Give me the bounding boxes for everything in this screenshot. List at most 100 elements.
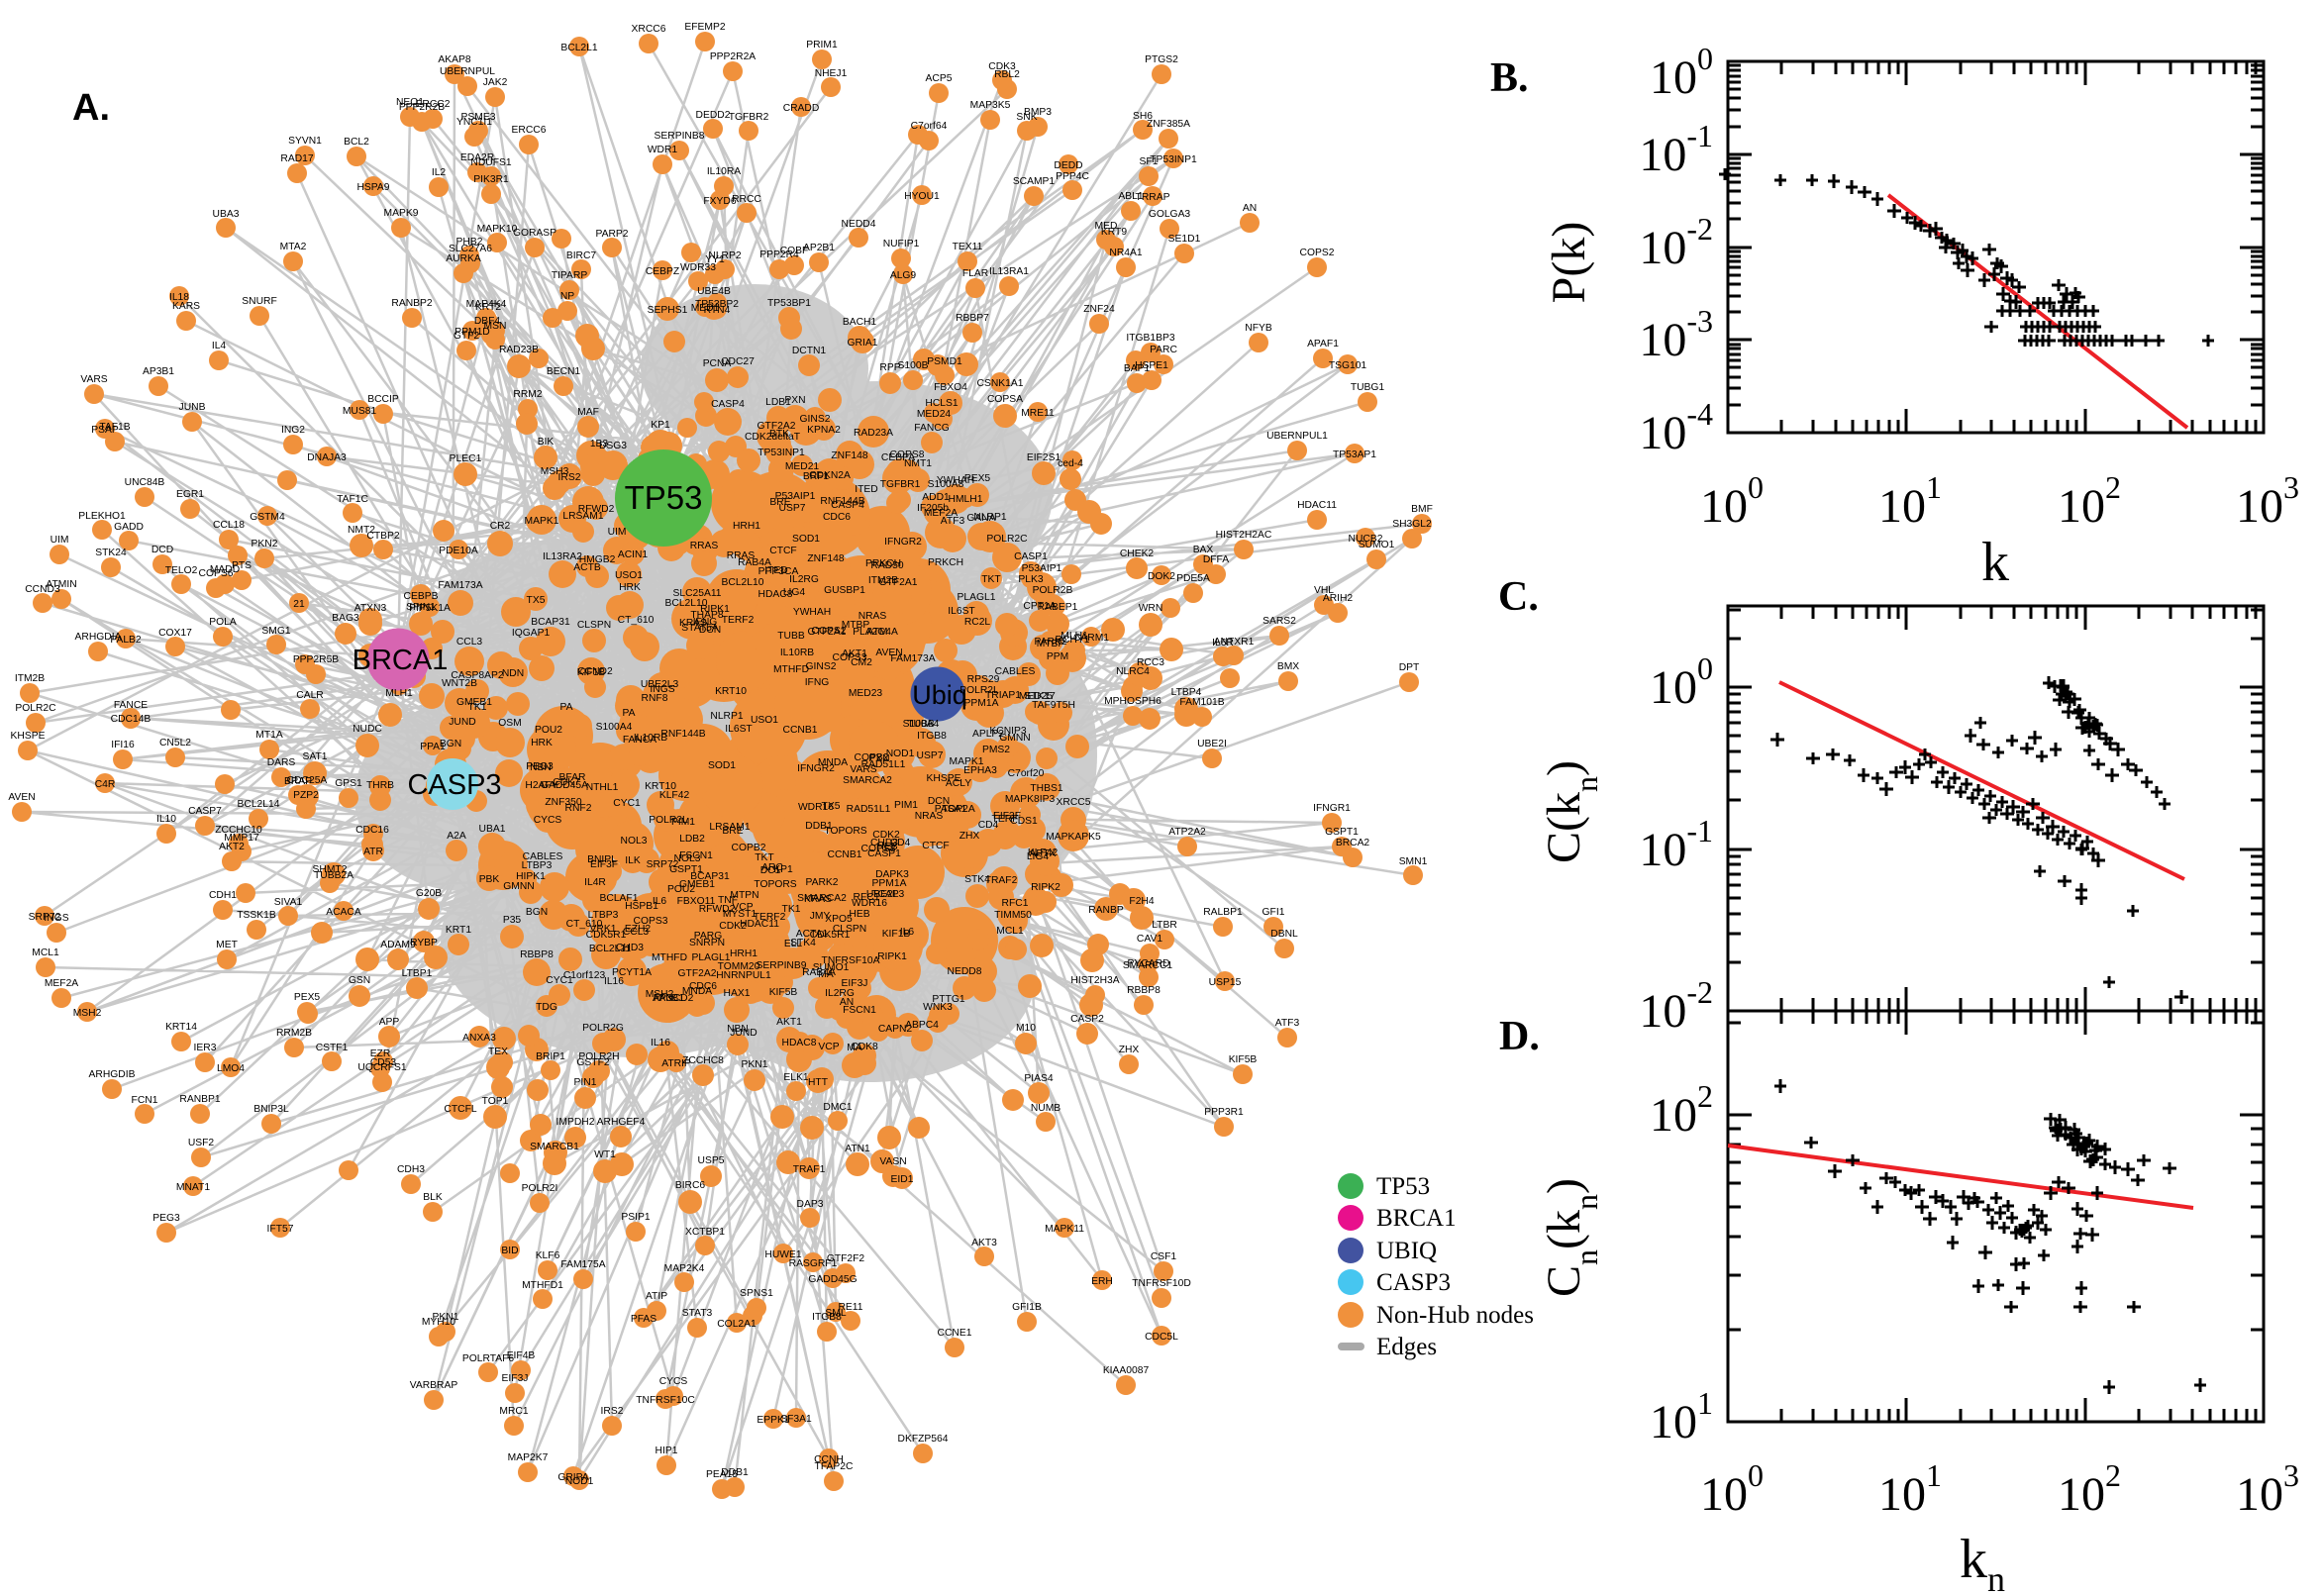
svg-text:EIF4B: EIF4B <box>507 1350 536 1361</box>
svg-text:AURKA: AURKA <box>446 253 481 264</box>
svg-text:PTTG1: PTTG1 <box>932 994 964 1005</box>
svg-text:RBBP8: RBBP8 <box>520 949 554 960</box>
svg-text:D.: D. <box>1499 1014 1540 1059</box>
svg-text:MYST1: MYST1 <box>723 909 758 920</box>
svg-text:BAX: BAX <box>1193 545 1214 555</box>
svg-text:INGS: INGS <box>44 913 68 924</box>
svg-text:TAF1B: TAF1B <box>99 422 130 433</box>
svg-text:CDK3: CDK3 <box>988 61 1016 72</box>
svg-text:BRAP: BRAP <box>284 776 312 787</box>
svg-text:GSTF2: GSTF2 <box>576 1057 609 1068</box>
svg-text:NEDD8: NEDD8 <box>948 966 982 977</box>
svg-text:RAD50: RAD50 <box>870 560 903 571</box>
svg-text:COPS3: COPS3 <box>634 916 668 927</box>
svg-text:RANBP2: RANBP2 <box>391 298 432 309</box>
svg-text:UIM: UIM <box>608 527 627 538</box>
svg-text:USP7: USP7 <box>917 750 944 761</box>
svg-text:CASP7: CASP7 <box>188 806 222 817</box>
svg-text:VASN: VASN <box>879 1156 906 1167</box>
svg-text:POLR2H: POLR2H <box>578 1051 619 1062</box>
svg-text:PA: PA <box>623 708 636 719</box>
svg-text:RAD17: RAD17 <box>280 153 313 164</box>
svg-text:CEBPA: CEBPA <box>881 452 915 463</box>
svg-text:BIRC6: BIRC6 <box>675 1180 706 1191</box>
svg-text:NUDC: NUDC <box>353 724 382 735</box>
svg-text:PDE5A: PDE5A <box>1176 573 1210 584</box>
svg-text:IL2RG: IL2RG <box>825 988 855 999</box>
svg-text:CCNB1: CCNB1 <box>783 725 818 736</box>
svg-text:IFNGR2: IFNGR2 <box>797 763 835 774</box>
svg-text:RBL2: RBL2 <box>994 69 1020 80</box>
svg-text:MNAT1: MNAT1 <box>176 1182 210 1193</box>
svg-text:TK1: TK1 <box>468 702 487 713</box>
svg-text:YWHAH: YWHAH <box>937 475 974 486</box>
svg-text:MADD: MADD <box>210 564 240 575</box>
svg-text:MTHFD: MTHFD <box>773 664 809 675</box>
svg-text:PIM1: PIM1 <box>671 817 695 828</box>
svg-text:CCNH: CCNH <box>814 1454 844 1465</box>
svg-text:BFAR: BFAR <box>559 772 586 783</box>
svg-text:MED1: MED1 <box>691 303 720 314</box>
svg-text:RFWD2: RFWD2 <box>578 504 615 515</box>
svg-text:NHEJ1: NHEJ1 <box>815 68 848 79</box>
svg-text:HMGB2: HMGB2 <box>579 554 616 565</box>
svg-text:ACTA1: ACTA1 <box>796 929 829 940</box>
svg-text:TRIAP1: TRIAP1 <box>985 690 1021 701</box>
svg-text:CDC27: CDC27 <box>721 356 755 367</box>
svg-text:DAP3: DAP3 <box>797 1199 824 1210</box>
svg-text:NUFIP1: NUFIP1 <box>883 239 920 249</box>
svg-text:IL4R: IL4R <box>584 877 606 888</box>
svg-text:DSG3: DSG3 <box>599 441 627 451</box>
svg-text:ZNF148: ZNF148 <box>831 450 867 461</box>
svg-text:TSSK1B: TSSK1B <box>237 910 276 921</box>
svg-text:ATF3: ATF3 <box>1275 1018 1300 1029</box>
svg-text:RAD23A: RAD23A <box>854 428 893 439</box>
svg-text:CEBPZ: CEBPZ <box>646 266 679 277</box>
svg-text:FLAR: FLAR <box>962 268 988 279</box>
svg-text:DCN: DCN <box>928 796 950 807</box>
svg-text:PTGS2: PTGS2 <box>1145 54 1178 65</box>
svg-text:TK1: TK1 <box>782 904 801 915</box>
svg-text:CD53: CD53 <box>370 1057 397 1068</box>
svg-text:MAP3K5: MAP3K5 <box>970 100 1011 111</box>
svg-text:ELK1: ELK1 <box>783 1072 808 1083</box>
svg-text:GOLGA3: GOLGA3 <box>1149 209 1191 220</box>
svg-text:DOK2: DOK2 <box>1148 571 1175 582</box>
svg-text:PIAS4: PIAS4 <box>1024 1073 1053 1084</box>
svg-text:USF2: USF2 <box>188 1138 215 1148</box>
svg-text:CYC1: CYC1 <box>613 798 641 809</box>
svg-text:NBN: NBN <box>727 1024 749 1035</box>
svg-text:MAPKAPK5: MAPKAPK5 <box>1046 832 1101 843</box>
svg-text:LMO4: LMO4 <box>217 1063 245 1074</box>
svg-text:NLRP2: NLRP2 <box>708 250 741 261</box>
svg-text:TDG: TDG <box>536 1002 557 1013</box>
svg-text:HSPA9: HSPA9 <box>356 182 389 193</box>
svg-text:APAF1: APAF1 <box>1307 339 1339 349</box>
svg-text:KLF42: KLF42 <box>659 790 690 801</box>
svg-text:ZCCHC8: ZCCHC8 <box>682 1055 724 1066</box>
svg-text:CDC14B: CDC14B <box>111 714 152 725</box>
svg-text:k: k <box>1981 532 2009 593</box>
svg-text:KIAA0087: KIAA0087 <box>1103 1365 1150 1376</box>
svg-text:PPP2R2A: PPP2R2A <box>710 51 756 62</box>
svg-text:CHD3: CHD3 <box>870 838 898 848</box>
svg-text:LIG4: LIG4 <box>1027 851 1050 862</box>
svg-text:NEDD4: NEDD4 <box>842 219 876 230</box>
svg-text:ATXN3: ATXN3 <box>354 603 387 614</box>
svg-text:P53AIP1: P53AIP1 <box>775 491 816 502</box>
svg-text:CT_610: CT_610 <box>566 919 603 930</box>
svg-text:YY1: YY1 <box>705 254 725 265</box>
svg-text:MTHFD1: MTHFD1 <box>522 1280 563 1291</box>
svg-text:RNF2: RNF2 <box>565 803 592 814</box>
svg-text:STK17: STK17 <box>1024 691 1056 702</box>
svg-text:FANCE: FANCE <box>114 700 148 711</box>
svg-text:KIF5B: KIF5B <box>769 987 798 998</box>
svg-text:HRH1: HRH1 <box>733 521 760 532</box>
svg-text:THAP8: THAP8 <box>690 610 723 621</box>
svg-text:STK24: STK24 <box>95 548 127 558</box>
svg-text:ITM2B: ITM2B <box>15 673 45 684</box>
svg-text:NMT1: NMT1 <box>904 458 932 469</box>
svg-text:MCL1: MCL1 <box>32 948 59 958</box>
svg-text:KRT9: KRT9 <box>1101 227 1127 238</box>
svg-text:LTBR: LTBR <box>1152 920 1177 931</box>
